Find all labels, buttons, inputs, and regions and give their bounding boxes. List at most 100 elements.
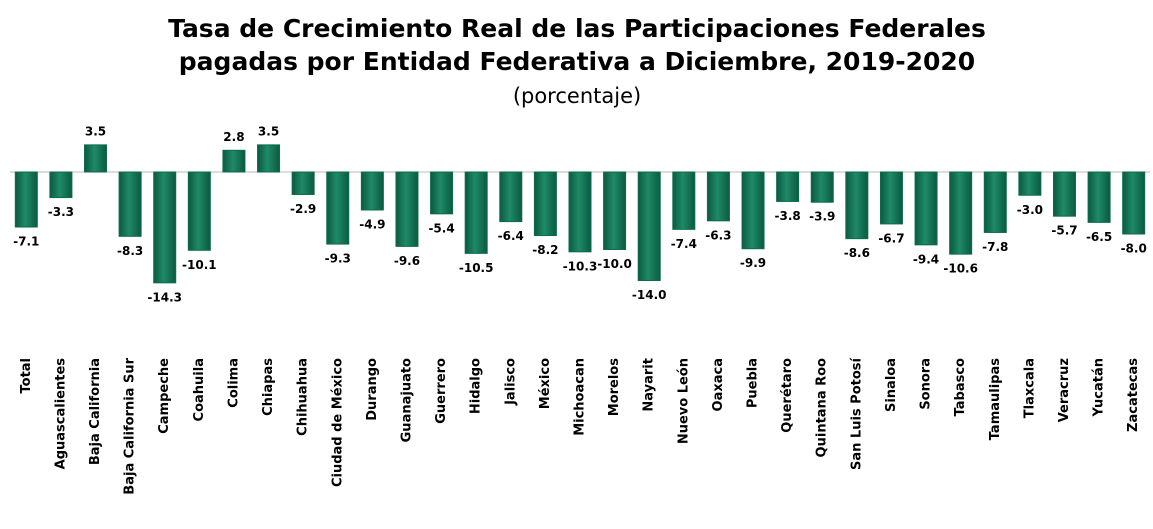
x-tick-label: Guanajuato (399, 358, 414, 442)
x-tick-label: San Luis Potosí (849, 356, 864, 470)
data-label: -7.4 (671, 237, 697, 251)
data-label: -6.3 (705, 228, 731, 242)
bar (637, 171, 661, 281)
bar (153, 171, 177, 284)
x-tick-label: Tlaxcala (1022, 358, 1037, 418)
x-tick-label: Chiapas (261, 358, 276, 416)
data-label: -10.1 (182, 258, 217, 272)
data-label: -9.9 (740, 256, 766, 270)
data-label: -10.6 (943, 262, 978, 276)
x-tick-label: Veracruz (1057, 358, 1072, 422)
bar (568, 171, 592, 253)
data-label: -8.2 (532, 243, 558, 257)
data-label: 2.8 (223, 130, 244, 144)
x-tick-label: Puebla (746, 358, 761, 408)
bar (84, 144, 108, 173)
x-tick-label: Durango (365, 358, 380, 421)
x-tick-label: Guerrero (434, 358, 449, 424)
bar (464, 171, 488, 254)
data-label: -7.1 (13, 235, 39, 249)
bar (395, 171, 419, 247)
x-tick-label: Morelos (607, 358, 622, 416)
bar (672, 171, 696, 230)
data-label: -8.6 (844, 246, 870, 260)
bar (776, 171, 800, 202)
x-tick-label: Jalisco (503, 358, 518, 406)
bar (879, 171, 903, 225)
x-tick-label: Nuevo León (676, 358, 691, 444)
chart-title: Tasa de Crecimiento Real de las Particip… (168, 14, 986, 43)
bar (1052, 171, 1076, 217)
bar (187, 171, 211, 251)
x-tick-label: Colima (226, 358, 241, 408)
x-tick-label: Campeche (157, 358, 172, 434)
x-tick-label: Sinaloa (884, 358, 899, 412)
bar (118, 171, 142, 237)
bar (983, 171, 1007, 233)
bar (326, 171, 350, 245)
bar (499, 171, 523, 223)
bar (291, 171, 315, 195)
x-tick-label: Tabasco (953, 358, 968, 416)
data-label: -8.0 (1121, 242, 1147, 256)
bar (845, 171, 869, 240)
data-label: -3.8 (775, 209, 801, 223)
bar (49, 171, 73, 199)
x-tick-label: Hidalgo (469, 358, 484, 414)
data-label: -6.4 (498, 229, 524, 243)
data-label: 3.5 (258, 124, 279, 138)
data-label: -5.7 (1051, 224, 1077, 238)
bar (1122, 171, 1146, 235)
bar (222, 149, 246, 173)
data-label: -8.3 (117, 244, 143, 258)
chart-subtitle: (porcentaje) (513, 84, 641, 108)
bar (706, 171, 730, 222)
x-tick-label: Zacatecas (1126, 358, 1141, 432)
bar (257, 144, 281, 173)
data-label: -5.4 (428, 221, 454, 235)
data-label: -7.8 (982, 240, 1008, 254)
x-tick-label: Ciudad de México (330, 358, 345, 487)
x-tick-label: Coahuila (192, 358, 207, 421)
bar (430, 171, 454, 215)
x-tick-label: Querétaro (780, 358, 795, 433)
data-label: -3.0 (1017, 203, 1043, 217)
bar (914, 171, 938, 246)
bar (1087, 171, 1111, 223)
x-tick-label: Nayarit (642, 358, 657, 412)
data-label: -3.9 (809, 210, 835, 224)
data-label: -10.0 (597, 257, 632, 271)
data-label: -10.5 (459, 261, 494, 275)
x-tick-label: Total (19, 358, 34, 394)
bar (949, 171, 973, 255)
bar (603, 171, 627, 250)
bar (810, 171, 834, 203)
data-label: -9.3 (325, 252, 351, 266)
data-label: -6.5 (1086, 230, 1112, 244)
bar (741, 171, 765, 250)
data-label: -10.3 (563, 259, 598, 273)
x-tick-label: Aguascalientes (53, 358, 68, 470)
data-label: -9.4 (913, 252, 939, 266)
data-label: -14.0 (632, 288, 667, 302)
x-tick-label: Baja California Sur (123, 357, 138, 494)
bar (533, 171, 557, 237)
data-label: 3.5 (85, 124, 106, 138)
bar (14, 171, 38, 228)
data-label: -14.3 (147, 290, 182, 304)
x-tick-label: Tamaulipas (988, 358, 1003, 441)
x-tick-label: Sonora (919, 358, 934, 410)
data-label: -3.3 (48, 205, 74, 219)
x-tick-label: Michoacan (573, 358, 588, 436)
data-label: -2.9 (290, 202, 316, 216)
bar (1018, 171, 1042, 196)
data-label: -6.7 (878, 231, 904, 245)
x-tick-label: Quintana Roo (815, 358, 830, 457)
data-label: -9.6 (394, 254, 420, 268)
x-tick-label: Yucatán (1092, 358, 1107, 417)
x-tick-label: Chihuahua (296, 358, 311, 436)
x-tick-label: Oaxaca (711, 358, 726, 411)
bar (360, 171, 384, 211)
x-tick-label: México (538, 358, 553, 409)
